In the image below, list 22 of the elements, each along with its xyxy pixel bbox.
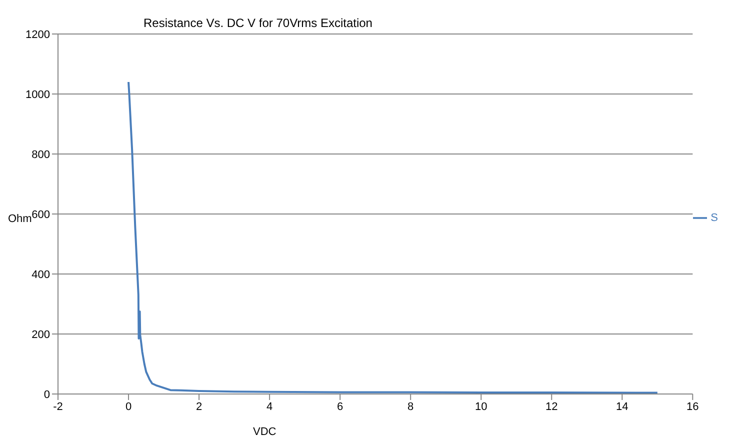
line-series [128,81,658,394]
x-tick-label: 10 [474,400,488,413]
x-tick-label: 2 [196,400,202,413]
chart-title: Resistance Vs. DC V for 70Vrms Excitation [142,16,374,30]
y-axis-title: Ohm [8,213,32,225]
x-tick-label: 4 [266,400,273,413]
y-tick-label: 600 [32,208,50,221]
x-tick-label: 8 [408,400,414,413]
x-axis-title: VDC [253,426,276,438]
x-tick-label: 16 [686,400,699,413]
x-tick-label: -2 [53,400,63,413]
x-tick-label: 14 [616,400,628,413]
y-tick-label: 1000 [26,88,50,101]
y-tick-label: 200 [32,328,50,341]
y-tick-label: 0 [44,388,50,401]
x-tick-label: 0 [125,400,132,413]
y-tick-label: 800 [32,148,50,161]
y-tick-label: 1200 [26,28,50,41]
y-tick-label: 400 [32,268,50,281]
x-tick-label: 6 [337,400,344,413]
x-tick-label: 12 [545,400,558,413]
legend-label: S [710,212,718,224]
